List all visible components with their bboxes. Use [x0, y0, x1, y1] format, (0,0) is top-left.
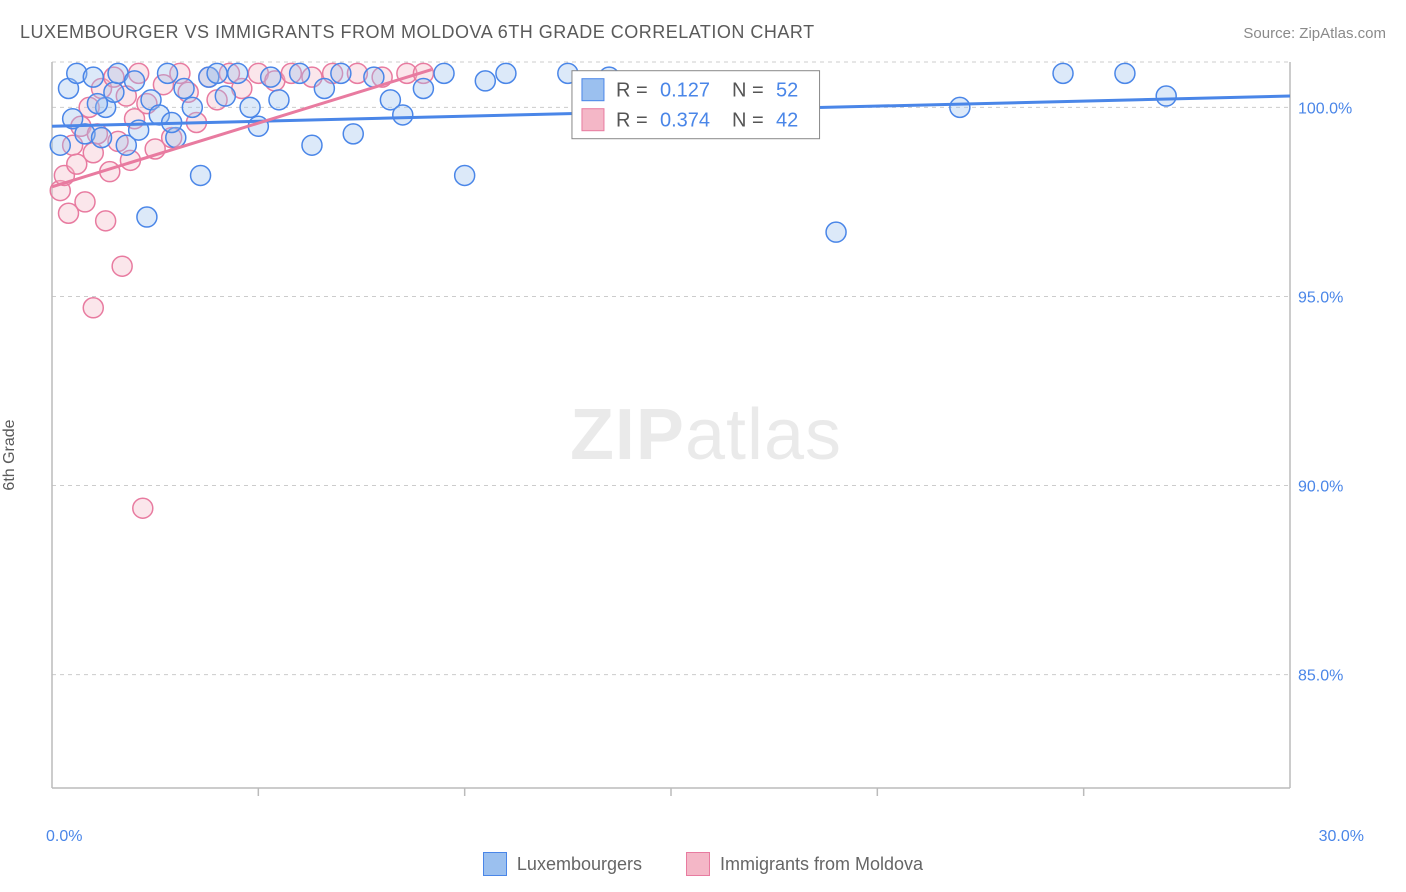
data-point-lux [1115, 63, 1135, 83]
data-point-lux [191, 165, 211, 185]
data-point-lux [137, 207, 157, 227]
data-point-lux [174, 78, 194, 98]
y-axis-label: 6th Grade [1, 419, 19, 490]
data-point-lux [215, 86, 235, 106]
data-point-lux [1156, 86, 1176, 106]
data-point-lux [302, 135, 322, 155]
data-point-lux [269, 90, 289, 110]
scatter-plot: 85.0% 90.0% 95.0% 100.0% R = 0.127 N = 52 R = 0.3… [48, 58, 1364, 812]
y-tick-label: 100.0% [1298, 100, 1352, 117]
stats-r-value-lux: 0.127 [660, 80, 710, 102]
data-point-lux [83, 67, 103, 87]
data-point-lux [182, 97, 202, 117]
x-axis-max-label: 30.0% [1319, 828, 1364, 846]
data-point-lux [343, 124, 363, 144]
legend-item-lux: Luxembourgers [483, 852, 642, 876]
data-point-lux [455, 165, 475, 185]
data-point-lux [496, 63, 516, 83]
data-point-lux [207, 63, 227, 83]
data-point-lux [158, 63, 178, 83]
stats-n-label-lux: N = [732, 80, 764, 102]
source-name: ZipAtlas.com [1299, 25, 1386, 42]
stats-r-label-mol: R = [616, 110, 648, 132]
stats-r-label-lux: R = [616, 80, 648, 102]
stats-swatch-mol [582, 109, 604, 131]
stats-n-value-lux: 52 [776, 80, 798, 102]
source-prefix: Source: [1243, 25, 1299, 42]
stats-n-label-mol: N = [732, 110, 764, 132]
chart-title: LUXEMBOURGER VS IMMIGRANTS FROM MOLDOVA … [20, 22, 815, 43]
legend-swatch-mol [686, 852, 710, 876]
legend-label-mol: Immigrants from Moldova [720, 854, 923, 875]
data-point-lux [240, 97, 260, 117]
legend: Luxembourgers Immigrants from Moldova [0, 852, 1406, 876]
data-point-lux [261, 67, 281, 87]
legend-label-lux: Luxembourgers [517, 854, 642, 875]
data-point-mol [83, 298, 103, 318]
data-point-lux [314, 78, 334, 98]
legend-item-mol: Immigrants from Moldova [686, 852, 923, 876]
data-point-lux [50, 135, 70, 155]
data-point-mol [96, 211, 116, 231]
data-point-lux [393, 105, 413, 125]
data-point-lux [413, 78, 433, 98]
x-axis-min-label: 0.0% [46, 828, 82, 846]
data-point-lux [434, 63, 454, 83]
data-point-lux [950, 97, 970, 117]
data-point-lux [1053, 63, 1073, 83]
data-point-mol [112, 256, 132, 276]
stats-r-value-mol: 0.374 [660, 110, 710, 132]
data-point-lux [125, 71, 145, 91]
y-tick-label: 90.0% [1298, 479, 1343, 496]
data-point-lux [228, 63, 248, 83]
legend-swatch-lux [483, 852, 507, 876]
data-point-lux [92, 128, 112, 148]
data-point-mol [75, 192, 95, 212]
data-point-lux [826, 222, 846, 242]
chart-area: 85.0% 90.0% 95.0% 100.0% R = 0.127 N = 52 R = 0.3… [48, 58, 1364, 812]
data-point-lux [87, 94, 107, 114]
data-point-mol [133, 498, 153, 518]
y-tick-label: 85.0% [1298, 668, 1343, 685]
stats-swatch-lux [582, 79, 604, 101]
data-point-lux [331, 63, 351, 83]
data-point-lux [290, 63, 310, 83]
header-row: LUXEMBOURGER VS IMMIGRANTS FROM MOLDOVA … [20, 22, 1386, 43]
stats-n-value-mol: 42 [776, 110, 798, 132]
data-point-lux [475, 71, 495, 91]
y-tick-label: 95.0% [1298, 289, 1343, 306]
source-attribution: Source: ZipAtlas.com [1243, 25, 1386, 42]
